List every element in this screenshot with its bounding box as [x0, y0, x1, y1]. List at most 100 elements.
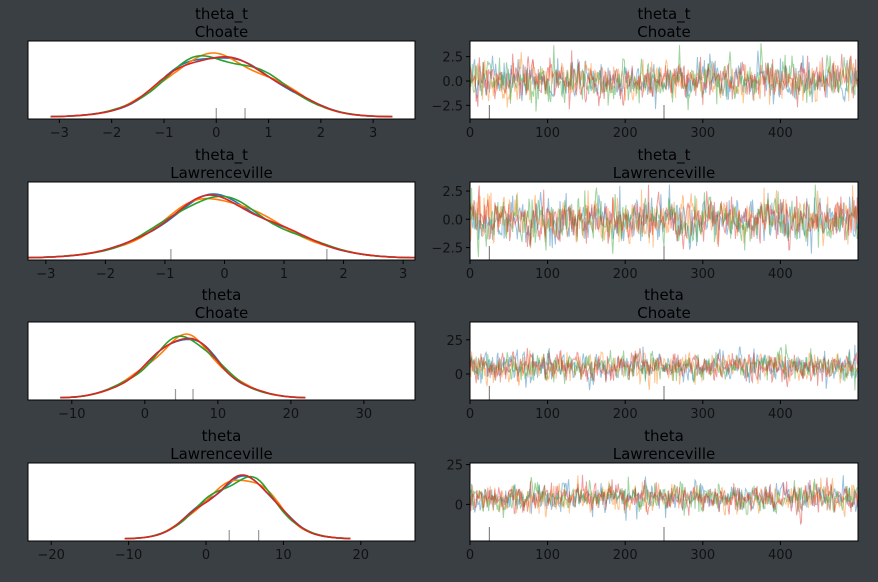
x-tick-label: 100 [535, 267, 560, 282]
x-tick-label: −3 [50, 126, 69, 141]
x-tick-label: 1 [264, 126, 272, 141]
x-tick-label: 100 [535, 548, 560, 563]
subplot-title-line: theta_t [637, 5, 690, 24]
subplot-title-line: Choate [637, 304, 690, 322]
plot-frame [27, 181, 416, 261]
trace-line-chain-2 [470, 476, 858, 519]
x-tick-label: −3 [36, 267, 55, 282]
x-tick-label: 300 [690, 126, 715, 141]
y-tick-label: 25 [446, 459, 463, 474]
x-tick-label: 3 [399, 267, 407, 282]
x-tick-label: 100 [535, 126, 560, 141]
x-tick-label: 200 [613, 407, 638, 422]
x-tick-label: 300 [690, 267, 715, 282]
subplot-title-line: Lawrenceville [613, 445, 715, 463]
trace-line-chain-1 [470, 350, 858, 391]
x-tick-label: 2 [317, 126, 325, 141]
x-tick-label: 200 [613, 267, 638, 282]
density-line-chain-3 [50, 55, 393, 118]
trace-line-chain-0 [470, 50, 858, 110]
plot-frame [27, 40, 416, 120]
subplot-title-line: Lawrenceville [170, 445, 272, 463]
x-tick-label: 0 [202, 548, 210, 563]
y-tick-label: 2.5 [442, 51, 463, 66]
x-tick-label: 0 [220, 267, 228, 282]
x-tick-label: −2 [96, 267, 115, 282]
x-tick-label: 300 [690, 548, 715, 563]
x-tick-label: −10 [115, 548, 142, 563]
y-tick-label: 0.0 [442, 75, 463, 90]
x-tick-label: 20 [353, 548, 370, 563]
plot-frame [469, 40, 859, 120]
plot-frame [27, 462, 416, 542]
x-tick-label: 10 [275, 548, 292, 563]
y-tick-label: 2.5 [442, 185, 463, 200]
y-tick-label: −2.5 [431, 99, 463, 114]
trace-line-chain-2 [470, 344, 858, 391]
plot-frame [469, 181, 859, 261]
subplot-title-line: Choate [195, 304, 248, 322]
x-tick-label: 200 [613, 548, 638, 563]
y-tick-label: 0 [455, 498, 463, 513]
trace-line-chain-3 [470, 474, 858, 526]
trace-line-chain-2 [470, 43, 858, 112]
trace-line-chain-0 [470, 184, 858, 254]
x-tick-label: 0 [141, 407, 149, 422]
plot-frame [27, 321, 416, 401]
x-tick-label: 1 [280, 267, 288, 282]
trace-line-chain-0 [470, 344, 858, 391]
x-tick-label: 10 [210, 407, 227, 422]
x-tick-label: −2 [102, 126, 121, 141]
plot-area [27, 462, 416, 542]
x-tick-label: 30 [356, 407, 373, 422]
subplot-title-line: theta [202, 286, 242, 304]
density-line-chain-3 [60, 337, 306, 399]
plot-frame [469, 321, 859, 401]
density-line-chain-3 [124, 474, 351, 540]
x-tick-label: 0 [466, 548, 474, 563]
x-tick-label: −20 [38, 548, 65, 563]
x-tick-label: 400 [768, 267, 793, 282]
trace-line-chain-3 [470, 347, 858, 388]
x-tick-label: −10 [58, 407, 85, 422]
plot-area [27, 181, 416, 261]
trace-line-chain-2 [470, 184, 858, 258]
plot-frame [469, 462, 859, 542]
subplot-title-line: theta [644, 286, 684, 304]
y-tick-label: −2.5 [431, 242, 463, 257]
plot-area [27, 321, 416, 401]
subplot-title-line: Lawrenceville [613, 164, 715, 182]
x-tick-label: 400 [768, 548, 793, 563]
x-tick-label: 20 [283, 407, 300, 422]
x-tick-label: 100 [535, 407, 560, 422]
x-tick-label: 0 [466, 267, 474, 282]
y-tick-label: 0 [455, 368, 463, 383]
trace-line-chain-1 [470, 52, 858, 108]
x-tick-label: −1 [155, 267, 174, 282]
trace-line-chain-0 [470, 475, 858, 521]
trace-line-chain-3 [470, 50, 858, 110]
x-tick-label: 200 [613, 126, 638, 141]
subplot-title-line: theta_t [195, 146, 248, 165]
x-tick-label: −1 [154, 126, 173, 141]
x-tick-label: 0 [466, 407, 474, 422]
x-tick-label: 0 [466, 126, 474, 141]
subplot-title-line: theta_t [195, 5, 248, 24]
density-line-chain-3 [28, 194, 415, 259]
trace-line-chain-1 [470, 184, 858, 249]
trace-line-chain-3 [470, 184, 858, 251]
trace-line-chain-1 [470, 475, 858, 518]
x-tick-label: 400 [768, 126, 793, 141]
subplot-title-line: theta [202, 427, 242, 445]
subplot-title-line: Lawrenceville [170, 164, 272, 182]
x-tick-label: 400 [768, 407, 793, 422]
subplot-title-line: Choate [195, 23, 248, 41]
